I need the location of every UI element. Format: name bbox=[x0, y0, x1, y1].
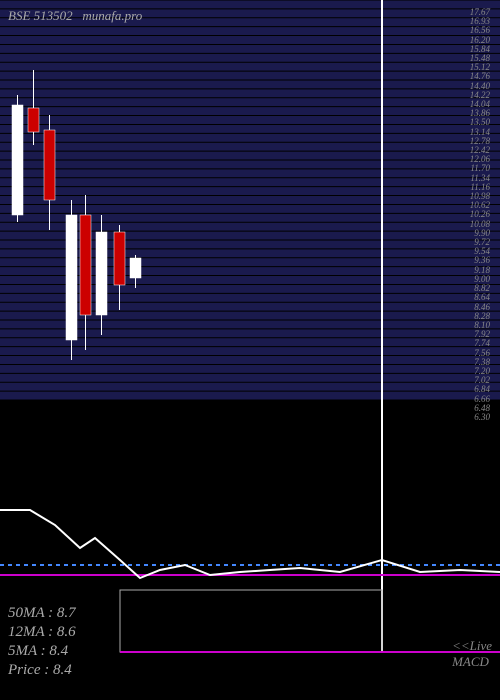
ma50-label: 50MA : 8.7 bbox=[8, 604, 76, 623]
price-label: Price : 8.4 bbox=[8, 661, 76, 680]
y-tick-label: 6.30 bbox=[470, 413, 490, 422]
macd-label: MACD bbox=[452, 654, 492, 670]
ma12-label: 12MA : 8.6 bbox=[8, 623, 76, 642]
symbol-label: BSE 513502 bbox=[8, 8, 73, 23]
live-macd-label: <<Live MACD bbox=[452, 638, 492, 670]
live-label: <<Live bbox=[452, 638, 492, 654]
ma-info-box: 50MA : 8.7 12MA : 8.6 5MA : 8.4 Price : … bbox=[8, 604, 76, 680]
chart-header: BSE 513502 munafa.pro bbox=[8, 8, 142, 24]
chart-canvas bbox=[0, 0, 500, 700]
y-axis-labels: 17.6716.9316.5616.2015.8415.4815.1214.76… bbox=[470, 8, 490, 422]
source-label: munafa.pro bbox=[82, 8, 142, 23]
stock-chart: BSE 513502 munafa.pro 17.6716.9316.5616.… bbox=[0, 0, 500, 700]
ma5-label: 5MA : 8.4 bbox=[8, 642, 76, 661]
